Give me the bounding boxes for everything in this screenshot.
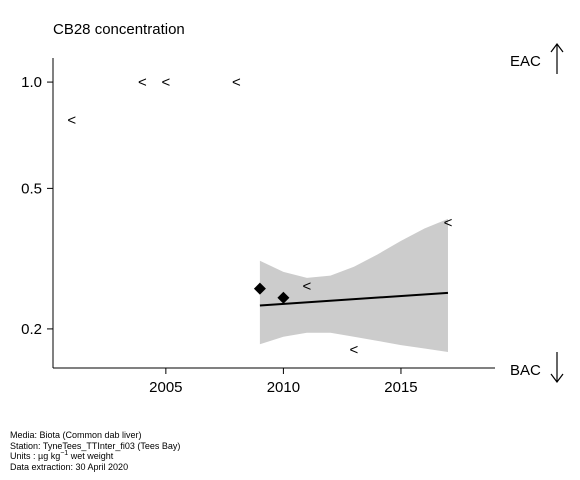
eac-label: EAC (510, 53, 541, 70)
less-than-point: < (350, 341, 359, 358)
chart-title: CB28 concentration (53, 21, 185, 38)
footer-station: Station: TyneTees_TTInter_fi03 (Tees Bay… (10, 440, 181, 451)
footer-units: Units : µg kg−1 wet weight (10, 450, 180, 462)
units-exponent: −1 (60, 450, 69, 457)
less-than-point: < (232, 74, 241, 91)
footer-extraction: Data extraction: 30 April 2020 (10, 461, 129, 472)
bac-label: BAC (510, 362, 541, 379)
less-than-point: < (444, 215, 453, 232)
less-than-point: < (303, 278, 312, 295)
y-tick-label: 0.5 (21, 180, 42, 197)
footer-media: Media: Biota (Common dab liver) (10, 430, 142, 440)
down-arrow-icon (550, 352, 564, 383)
less-than-point: < (138, 74, 147, 91)
plot-area: < < < < < < < (67, 74, 452, 358)
units-suffix: wet weight (68, 451, 114, 461)
x-tick-label: 2015 (384, 379, 417, 396)
y-tick-label: 1.0 (21, 74, 42, 91)
x-tick-label: 2005 (149, 379, 182, 396)
x-tick-label: 2010 (267, 379, 300, 396)
data-point (253, 282, 266, 295)
up-arrow-icon (550, 43, 564, 74)
footer: Media: Biota (Common dab liver) Station:… (10, 430, 180, 472)
less-than-point: < (67, 112, 76, 129)
axes (52, 58, 495, 369)
x-axis-ticks: 2005 2010 2015 (149, 368, 418, 396)
y-tick-label: 0.2 (21, 321, 42, 338)
confidence-band (259, 218, 448, 353)
units-prefix: Units : µg kg (10, 451, 61, 461)
trend-line (259, 291, 449, 307)
less-than-point: < (161, 74, 170, 91)
y-axis-ticks: 0.2 0.5 1.0 (21, 74, 53, 338)
data-point (277, 291, 290, 304)
